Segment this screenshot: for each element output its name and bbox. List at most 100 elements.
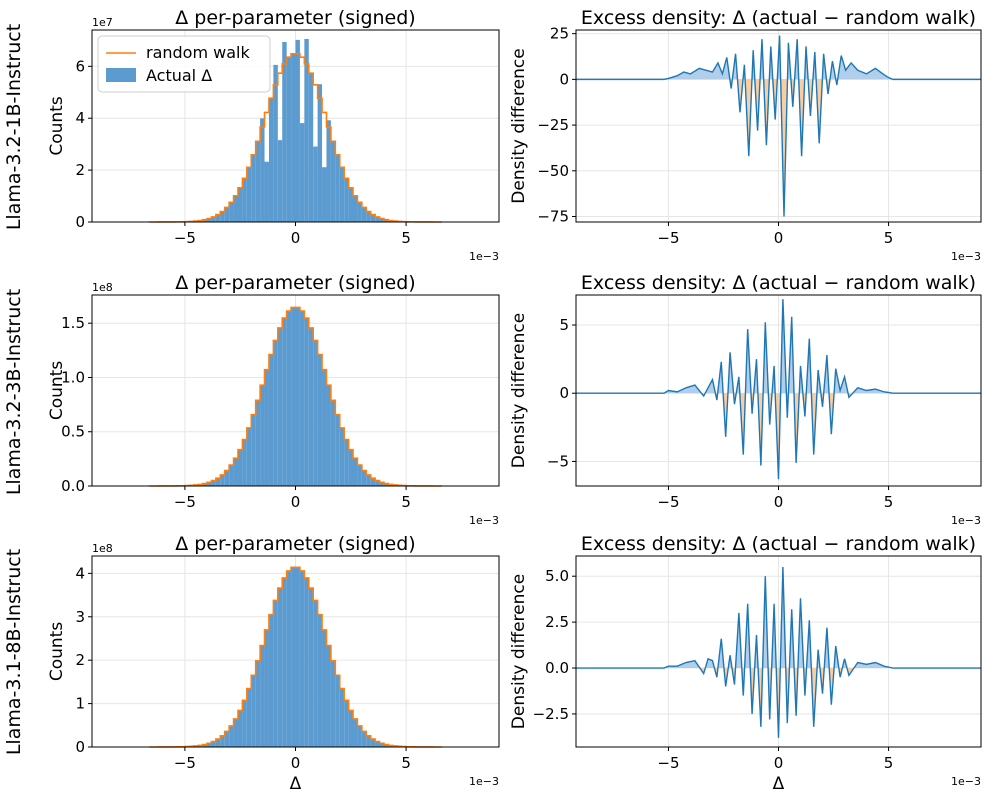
difference-line [576,35,981,217]
y-exponent-label: 1e8 [92,281,113,294]
x-tick-label: −5 [174,493,196,511]
x-axis-label: Δ [290,774,302,793]
histogram-bar [198,484,203,486]
histogram-bar [379,218,384,222]
histogram-bar [361,207,367,222]
histogram-bar [291,307,296,486]
histogram-bar [344,178,349,222]
histogram-bar [215,214,221,222]
histogram-bar [220,474,225,486]
panel-1: −5 0 5 0 2 4 6 Δ per-parameter (signed) Counts 1e… [47,7,500,263]
histogram-bar [211,480,216,486]
y-tick-label: 0.0 [61,477,85,495]
y-exponent-label: 1e8 [92,542,113,555]
histogram-bar [370,739,376,747]
y-tick-label: 0 [75,738,85,756]
histogram-bar [255,660,261,747]
histogram-bar [317,614,323,747]
histogram-bar [233,458,238,486]
panel-3: −5 0 5 0.0 0.5 1.0 1.5 Δ per-parameter (signed)… [47,272,500,527]
histogram-bar [198,745,203,747]
chart-title: Δ per-parameter (signed) [175,272,415,294]
histogram-bar [326,120,331,222]
histogram-bar [264,369,269,486]
y-tick-label: 1.5 [61,314,85,332]
histogram-bar [339,167,345,222]
histogram-bar [207,482,212,486]
y-axis-label: Counts [47,96,67,155]
histogram-bar [286,570,292,747]
x-axis-label: Δ [773,774,785,793]
histogram-bar [242,178,247,222]
legend-label: random walk [146,43,250,62]
legend-swatch-actual [106,68,136,82]
histogram-bar [237,710,243,747]
random-walk-line [148,306,443,487]
histogram-bar [383,219,389,222]
y-tick-label: 1.0 [61,368,85,386]
histogram-bar [313,146,318,222]
histogram-bar [268,98,274,222]
y-exponent-label: 1e7 [92,16,113,29]
y-tick-label: 3 [75,608,85,626]
histogram-bar [299,123,305,222]
histogram-bar [207,743,212,747]
y-tick-label: 0 [559,384,569,402]
histogram-bar [229,465,234,486]
y-axis-label: Density difference [509,48,529,203]
y-tick-label: 2.5 [545,613,569,631]
histogram-bar [375,741,380,747]
x-tick-label: 0 [291,229,301,247]
legend-box [97,35,271,93]
histogram-bar [326,385,331,486]
histogram-bar [335,154,340,222]
y-axis-label: Density difference [509,313,529,468]
histogram-bar [322,167,327,222]
histogram-bar [366,735,371,747]
x-tick-label: 0 [291,754,301,772]
histogram-bar [317,354,323,486]
y-tick-label: 1 [75,695,85,713]
y-tick-label: −50 [537,162,569,180]
histogram-bar [383,744,389,747]
histogram-bar [264,629,269,747]
histogram-bar [357,725,362,747]
random-walk-line [148,52,443,223]
histogram-bar [344,700,349,747]
histogram-bar [304,318,309,486]
histogram-bar [308,327,314,486]
y-tick-label: 0.0 [545,659,569,677]
y-axis-label: Counts [47,622,67,681]
histogram-bar [308,73,314,222]
histogram-bar [260,645,265,747]
histogram-bar [388,484,393,486]
histogram-bar [268,354,274,486]
histogram-bar [357,202,362,222]
histogram-bar [224,470,230,486]
histogram-bar [255,141,261,222]
legend-label: Actual Δ [146,66,212,85]
x-tick-label: 0 [774,754,784,772]
y-tick-label: 4 [75,564,85,582]
chart-title: Excess density: Δ (actual − random walk) [581,272,976,294]
histogram-bar [220,211,225,222]
y-tick-label: −25 [537,116,569,134]
row-label: Llama-3.1-8B-Instruct [3,549,25,755]
histogram-bar [366,211,371,222]
histogram-bar [375,480,380,486]
histogram-bar [246,427,252,486]
histogram-bar [299,570,305,747]
histogram-bar [361,470,367,486]
x-exponent-label: 1e−3 [469,514,499,527]
histogram-bar [277,140,283,222]
histogram-bar [260,385,265,486]
histogram-bar [353,718,358,747]
histogram-bar [348,710,354,747]
histogram-bar [215,739,221,747]
x-tick-label: 5 [884,754,894,772]
x-exponent-label: 1e−3 [469,250,499,263]
x-tick-label: 5 [884,229,894,247]
histogram-bar [273,340,278,486]
row-label: Llama-3.2-1B-Instruct [3,24,25,230]
